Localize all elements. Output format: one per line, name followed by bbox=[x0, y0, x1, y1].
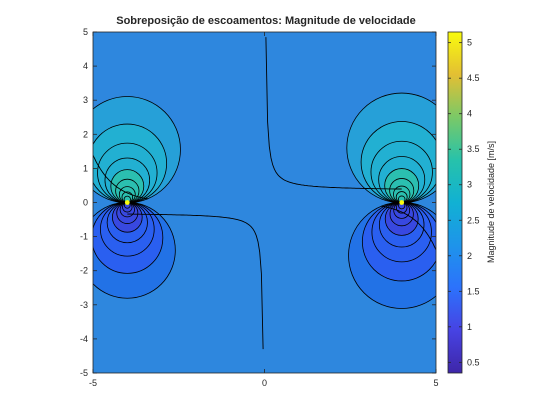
colorbar: 5 4.5 4 3.5 3 2.5 2 1.5 1 0.5 Magnitude de veloci… bbox=[447, 31, 496, 374]
colorbar-tick-label: 2.5 bbox=[467, 215, 480, 225]
colorbar-ticks: 5 4.5 4 3.5 3 2.5 2 1.5 1 0.5 bbox=[448, 38, 480, 367]
y-tick-label: -4 bbox=[80, 334, 88, 344]
y-tick-label: 2 bbox=[83, 129, 88, 139]
y-tick-label: 4 bbox=[83, 61, 88, 71]
y-tick-label: -2 bbox=[80, 266, 88, 276]
contour-lobes bbox=[93, 92, 436, 309]
y-tick-label: 0 bbox=[83, 198, 88, 208]
x-tick-label: 0 bbox=[262, 378, 267, 388]
colorbar-tick-label: 3 bbox=[467, 180, 472, 190]
separatrix-right-tail bbox=[381, 205, 436, 250]
colorbar-tick-label: 1 bbox=[467, 322, 472, 332]
separatrix-lines bbox=[93, 37, 436, 350]
colorbar-label: Magnitude de velocidade [m/s] bbox=[486, 141, 496, 263]
contour-plot-area bbox=[92, 31, 437, 374]
separatrix-lower-left bbox=[127, 213, 264, 350]
singular-point-1 bbox=[399, 200, 405, 205]
x-axis: -5 0 5 bbox=[89, 32, 439, 388]
y-tick-label: 3 bbox=[83, 95, 88, 105]
colorbar-tick-label: 4.5 bbox=[467, 73, 480, 83]
colorbar-tick-label: 2 bbox=[467, 251, 472, 261]
colorbar-tick-label: 3.5 bbox=[467, 144, 480, 154]
colorbar-tick-label: 0.5 bbox=[467, 357, 480, 367]
singular-point-0 bbox=[124, 200, 130, 205]
colorbar-tick-label: 4 bbox=[467, 109, 472, 119]
x-tick-label: 5 bbox=[433, 378, 438, 388]
colorbar-tick-label: 1.5 bbox=[467, 286, 480, 296]
y-tick-label: -1 bbox=[80, 232, 88, 242]
y-tick-label: 1 bbox=[83, 163, 88, 173]
separatrix-upper-right bbox=[265, 37, 402, 190]
x-tick-label: -5 bbox=[89, 378, 97, 388]
colorbar-tick-label: 5 bbox=[467, 38, 472, 48]
chart-title: Sobreposição de escoamentos: Magnitude d… bbox=[116, 15, 416, 27]
y-axis: 5 4 3 2 1 0 -1 -2 -3 -4 -5 bbox=[80, 27, 436, 378]
y-tick-label: -5 bbox=[80, 368, 88, 378]
separatrix-left-tail bbox=[93, 155, 148, 200]
contour-background bbox=[93, 32, 436, 373]
singular-points bbox=[124, 200, 405, 205]
y-tick-label: -3 bbox=[80, 300, 88, 310]
y-tick-label: 5 bbox=[83, 27, 88, 37]
colorbar-gradient bbox=[447, 31, 463, 374]
